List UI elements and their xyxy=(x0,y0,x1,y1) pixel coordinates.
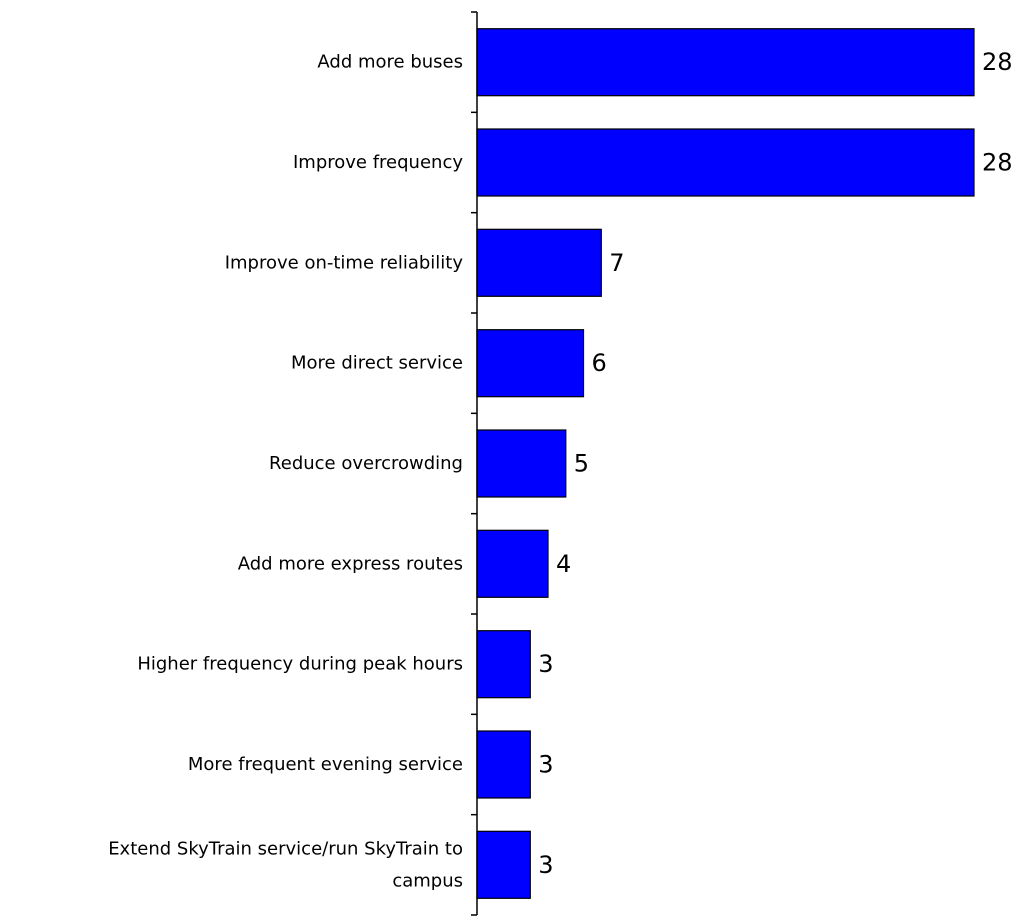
category-label: More direct service xyxy=(291,353,463,374)
category-label: Reduce overcrowding xyxy=(269,453,463,474)
category-label-line: Improve on-time reliability xyxy=(225,252,464,273)
value-label: 28 xyxy=(982,48,1013,76)
value-labels: 28 28 7 6 5 4 3 3 3 xyxy=(538,48,1012,879)
category-label-line: Higher frequency during peak hours xyxy=(137,654,463,675)
bar xyxy=(476,730,531,799)
category-label-line: Reduce overcrowding xyxy=(269,453,463,474)
category-label-line: More direct service xyxy=(291,353,463,374)
bar xyxy=(476,830,531,899)
category-label-line: More frequent evening service xyxy=(188,754,463,775)
category-label: Improve on-time reliability xyxy=(225,252,464,273)
category-label-line: Add more buses xyxy=(317,52,463,73)
bar xyxy=(476,329,585,398)
bar xyxy=(476,228,602,297)
bar xyxy=(476,630,531,699)
category-axis xyxy=(471,11,478,916)
value-label: 3 xyxy=(538,650,553,678)
value-label: 5 xyxy=(574,450,589,478)
category-label-line: Improve frequency xyxy=(293,152,463,173)
category-label: Add more express routes xyxy=(238,553,463,574)
category-label: Add more buses xyxy=(317,52,463,73)
bar xyxy=(476,28,975,97)
value-label: 6 xyxy=(592,349,607,377)
category-label-line: campus xyxy=(392,870,463,891)
category-label: More frequent evening service xyxy=(188,754,463,775)
value-label: 3 xyxy=(538,851,553,879)
category-label-line: Extend SkyTrain service/run SkyTrain to xyxy=(108,838,463,859)
category-labels: Add more buses Improve frequency Improve o… xyxy=(108,52,463,892)
category-label-line: Add more express routes xyxy=(238,553,463,574)
value-label: 7 xyxy=(609,249,624,277)
value-label: 4 xyxy=(556,550,571,578)
bars-group xyxy=(476,28,975,899)
category-label: Higher frequency during peak hours xyxy=(137,654,463,675)
value-label: 28 xyxy=(982,149,1013,177)
category-label: Improve frequency xyxy=(293,152,463,173)
bar xyxy=(476,429,567,498)
category-label: Extend SkyTrain service/run SkyTrain to c… xyxy=(108,838,463,891)
bar xyxy=(476,128,975,197)
bar xyxy=(476,529,549,598)
value-label: 3 xyxy=(538,751,553,779)
